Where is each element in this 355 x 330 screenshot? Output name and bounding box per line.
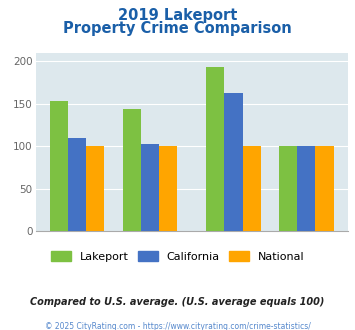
Text: Property Crime Comparison: Property Crime Comparison [63, 21, 292, 36]
Bar [206, 67, 224, 231]
Bar [243, 146, 261, 231]
Text: Compared to U.S. average. (U.S. average equals 100): Compared to U.S. average. (U.S. average … [30, 297, 325, 307]
Bar [68, 138, 86, 231]
Bar [50, 101, 68, 231]
Bar [159, 146, 177, 231]
Bar [316, 146, 334, 231]
Bar [297, 146, 316, 231]
Text: 2019 Lakeport: 2019 Lakeport [118, 8, 237, 23]
Bar [141, 144, 159, 231]
Bar [122, 109, 141, 231]
Bar [224, 93, 243, 231]
Text: © 2025 CityRating.com - https://www.cityrating.com/crime-statistics/: © 2025 CityRating.com - https://www.city… [45, 322, 310, 330]
Bar [279, 146, 297, 231]
Legend: Lakeport, California, National: Lakeport, California, National [47, 247, 308, 267]
Bar [86, 146, 104, 231]
